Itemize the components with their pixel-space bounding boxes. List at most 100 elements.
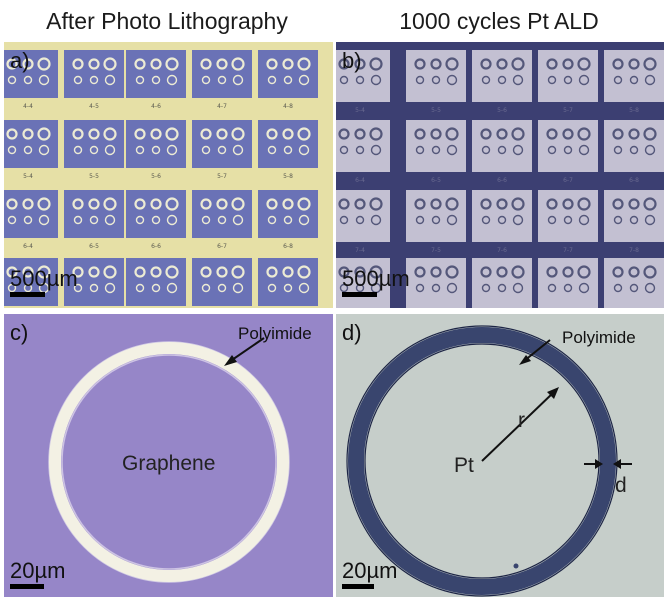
- die-square: [126, 120, 186, 168]
- membrane-ring: [445, 265, 459, 279]
- membrane-ring: [415, 75, 425, 85]
- membrane-ring: [578, 74, 590, 86]
- membrane-ring: [297, 197, 311, 211]
- die: [472, 120, 532, 172]
- membrane-ring: [231, 127, 245, 141]
- membrane-ring: [644, 144, 656, 156]
- membrane-ring: [612, 58, 624, 70]
- membrane-ring: [37, 265, 51, 279]
- membrane-ring: [37, 197, 51, 211]
- membrane-ring: [481, 75, 491, 85]
- pt-ring-inner-edge: [364, 343, 600, 579]
- membrane-ring: [282, 266, 294, 278]
- membrane-ring: [577, 197, 591, 211]
- membrane-ring: [88, 58, 100, 70]
- radius-arrow: [481, 391, 555, 462]
- thickness-label: d: [615, 474, 627, 497]
- die-label: 4-6: [151, 103, 161, 110]
- graphene-edge: [61, 354, 277, 570]
- die-square: [64, 190, 124, 238]
- die: [258, 120, 318, 168]
- membrane-ring: [562, 58, 574, 70]
- pt-label: Pt: [454, 454, 474, 477]
- membrane-ring: [232, 144, 244, 156]
- membrane-ring: [73, 75, 83, 85]
- membrane-ring: [338, 198, 350, 210]
- panel-b-label: b): [342, 48, 362, 73]
- die-square: [126, 190, 186, 238]
- membrane-ring: [103, 57, 117, 71]
- membrane-ring: [283, 283, 293, 293]
- membrane-ring: [511, 127, 525, 141]
- membrane-ring: [339, 75, 349, 85]
- panel-d-label: d): [342, 320, 362, 345]
- die-label: 6-6: [151, 243, 161, 250]
- membrane-ring: [355, 75, 365, 85]
- membrane-ring: [297, 127, 311, 141]
- panel-b-scale-bar: [342, 292, 377, 297]
- die: [472, 190, 532, 242]
- membrane-ring: [547, 283, 557, 293]
- die-label: 6-4: [23, 243, 33, 250]
- die-label: 6-5: [89, 243, 99, 250]
- die: [4, 258, 58, 306]
- membrane-ring: [546, 266, 558, 278]
- membrane-ring: [217, 215, 227, 225]
- membrane-ring: [165, 127, 179, 141]
- membrane-ring: [165, 57, 179, 71]
- die-square: [192, 120, 252, 168]
- membrane-ring: [512, 282, 524, 294]
- membrane-ring: [103, 265, 117, 279]
- die-square: [192, 190, 252, 238]
- membrane-ring: [23, 75, 33, 85]
- membrane-ring: [496, 266, 508, 278]
- die: [192, 258, 252, 306]
- membrane-ring: [104, 214, 116, 226]
- membrane-ring: [497, 283, 507, 293]
- membrane-ring: [430, 58, 442, 70]
- membrane-ring: [644, 74, 656, 86]
- header-right: 1000 cycles Pt ALD: [399, 7, 599, 34]
- membrane-ring: [480, 128, 492, 140]
- membrane-ring: [266, 58, 278, 70]
- membrane-ring: [628, 198, 640, 210]
- membrane-ring: [430, 128, 442, 140]
- membrane-ring: [628, 58, 640, 70]
- membrane-ring: [612, 128, 624, 140]
- membrane-ring: [267, 75, 277, 85]
- membrane-ring: [511, 265, 525, 279]
- membrane-ring: [72, 58, 84, 70]
- die: [604, 258, 664, 308]
- panel-c: c) Polyimide Graphene 20µm: [4, 314, 333, 597]
- membrane-ring: [546, 128, 558, 140]
- die-square: [538, 258, 598, 308]
- membrane-ring: [480, 198, 492, 210]
- die: [336, 258, 390, 308]
- membrane-ring: [613, 75, 623, 85]
- die: [4, 190, 58, 238]
- die-square: [258, 258, 318, 306]
- membrane-ring: [628, 266, 640, 278]
- membrane-ring: [200, 198, 212, 210]
- membrane-ring: [216, 198, 228, 210]
- membrane-ring: [298, 214, 310, 226]
- polyimide-arrow: [523, 339, 551, 362]
- membrane-ring: [267, 215, 277, 225]
- die-label: 7-8: [629, 247, 639, 254]
- die: [64, 120, 124, 168]
- membrane-ring: [297, 265, 311, 279]
- panel-d-scale-bar: [342, 584, 374, 589]
- die-label: 6-7: [217, 243, 227, 250]
- membrane-ring: [88, 198, 100, 210]
- membrane-ring: [370, 74, 382, 86]
- membrane-ring: [481, 283, 491, 293]
- die-square: [258, 190, 318, 238]
- polyimide-arrow: [228, 337, 265, 363]
- membrane-ring: [370, 144, 382, 156]
- membrane-ring: [89, 215, 99, 225]
- membrane-ring: [151, 215, 161, 225]
- membrane-ring: [578, 282, 590, 294]
- panel-d: d) Polyimide r Pt d 20µm: [336, 314, 664, 597]
- die: [126, 50, 186, 98]
- die-label: 4-7: [217, 103, 227, 110]
